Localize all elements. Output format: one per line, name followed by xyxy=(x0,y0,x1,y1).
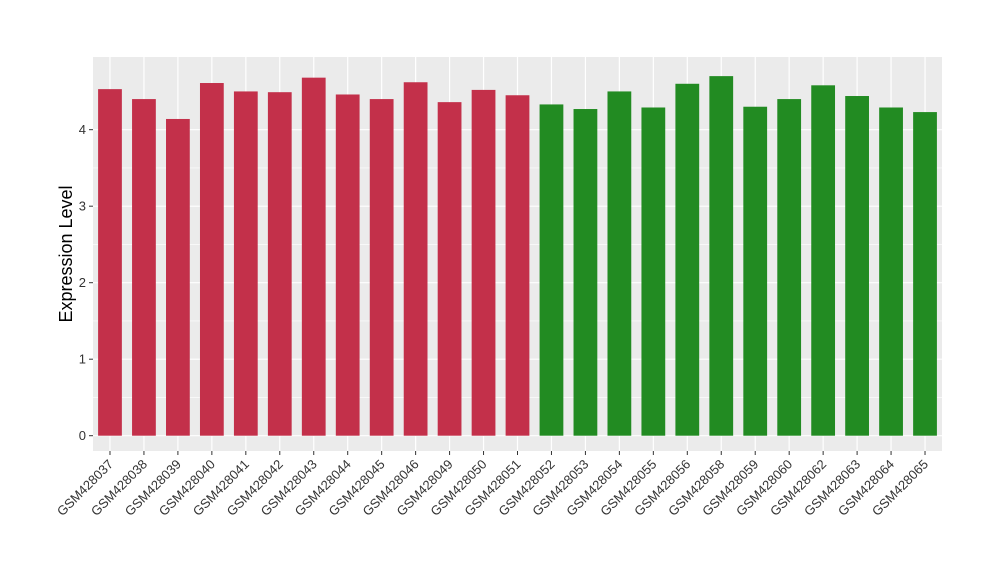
bar-GSM428058 xyxy=(709,76,734,436)
y-axis: 0 1 2 3 4 xyxy=(79,122,93,443)
bar-GSM428059 xyxy=(743,106,768,436)
y-tick-label: 2 xyxy=(79,275,86,290)
bar-GSM428052 xyxy=(539,104,564,436)
bar-GSM428040 xyxy=(199,83,224,436)
bar-GSM428049 xyxy=(437,102,462,436)
bar-GSM428038 xyxy=(132,99,156,436)
y-tick-label: 3 xyxy=(79,199,86,214)
bar-GSM428044 xyxy=(335,94,360,436)
bar-GSM428041 xyxy=(233,91,258,436)
bar-GSM428050 xyxy=(471,89,496,436)
x-axis: GSM428037GSM428038GSM428039GSM428040GSM4… xyxy=(54,451,931,519)
bar-GSM428053 xyxy=(573,109,598,436)
bar-GSM428065 xyxy=(913,112,937,436)
bar-GSM428054 xyxy=(607,91,632,436)
y-tick-label: 0 xyxy=(79,428,86,443)
bar-GSM428060 xyxy=(777,99,802,436)
bar-GSM428037 xyxy=(98,89,122,436)
bar-GSM428039 xyxy=(166,118,190,436)
y-axis-title: Expression Level xyxy=(56,185,76,322)
y-tick-label: 1 xyxy=(79,352,86,367)
bar-GSM428043 xyxy=(301,77,326,436)
bar-GSM428063 xyxy=(845,96,869,436)
bar-GSM428055 xyxy=(641,107,666,436)
bar-GSM428046 xyxy=(403,82,428,436)
bars xyxy=(98,76,937,436)
bar-GSM428045 xyxy=(369,99,394,436)
bar-GSM428064 xyxy=(879,107,903,436)
bar-GSM428051 xyxy=(505,95,530,436)
bar-GSM428042 xyxy=(267,92,292,436)
y-tick-label: 4 xyxy=(79,122,86,137)
bar-GSM428056 xyxy=(675,83,700,436)
bar-GSM428062 xyxy=(811,85,836,436)
